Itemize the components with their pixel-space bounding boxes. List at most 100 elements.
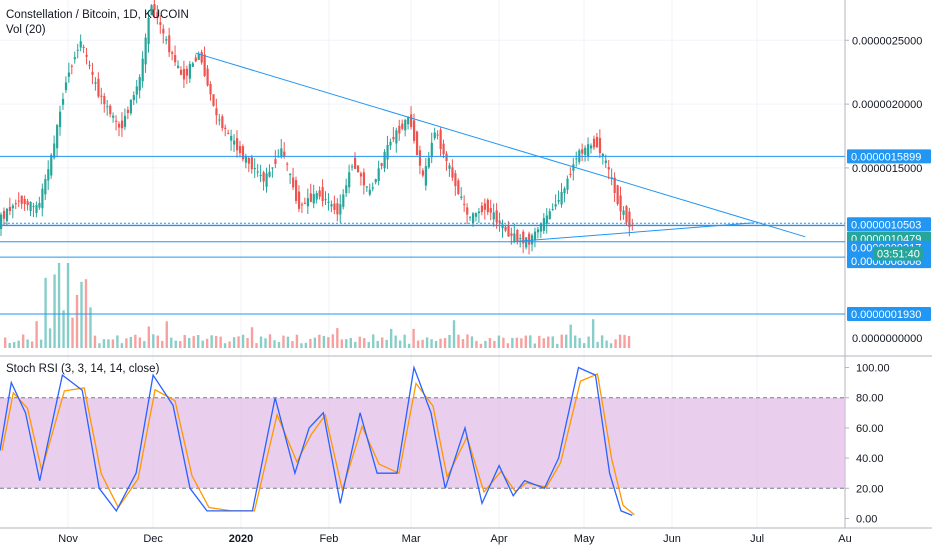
candle-body <box>88 64 91 66</box>
volume-bar <box>179 341 182 348</box>
candle-body <box>247 157 250 164</box>
candle-body <box>274 159 277 164</box>
candle-body <box>150 5 153 16</box>
volume-bar <box>259 336 263 348</box>
candle-body <box>436 134 439 136</box>
volume-bar <box>398 340 402 348</box>
candle-body <box>622 210 625 215</box>
descending-trendline <box>195 52 806 238</box>
candle-body <box>144 37 147 65</box>
volume-bar <box>412 328 415 348</box>
candle-body <box>118 123 121 128</box>
candle-body <box>339 204 342 215</box>
stoch-rsi-legend: Stoch RSI (3, 3, 14, 14, close) <box>6 363 160 375</box>
volume-zero-label: 0.0000000000 <box>852 333 922 345</box>
price-tick-label: 0.0000020000 <box>852 99 922 111</box>
candle-body <box>106 106 109 108</box>
volume-bar <box>26 339 29 348</box>
volume-bar <box>53 274 56 348</box>
volume-bar <box>385 339 388 348</box>
volume-bar <box>479 343 483 348</box>
volume-bar <box>623 334 626 348</box>
volume-bar <box>228 341 231 348</box>
volume-bar <box>161 340 164 348</box>
candle-body <box>262 172 265 182</box>
candle-body <box>182 69 186 80</box>
candle-body <box>221 116 224 129</box>
price-level-tag-label: 0.0000015899 <box>851 151 921 163</box>
volume-bar <box>286 336 290 348</box>
volume-bar <box>210 335 213 348</box>
volume-bar <box>219 336 222 348</box>
candle-body <box>306 198 309 207</box>
volume-bar <box>232 337 236 348</box>
candle-body <box>362 172 366 186</box>
candle-body <box>575 158 578 160</box>
candle-body <box>174 55 177 63</box>
volume-bar <box>551 336 554 348</box>
candle-body <box>82 46 85 48</box>
x-tick-label: Jun <box>663 533 681 545</box>
volume-bar <box>129 336 133 348</box>
volume-bar <box>80 281 83 348</box>
candle-body <box>303 202 307 204</box>
candle-body <box>209 83 212 95</box>
candle-body <box>539 223 543 232</box>
candle-body <box>85 54 88 57</box>
volume-bar <box>443 338 447 348</box>
stoch-tick-label: 20.00 <box>856 483 884 495</box>
candle-body <box>480 205 484 212</box>
candle-body <box>318 190 321 197</box>
stoch-tick-label: 80.00 <box>856 393 884 405</box>
volume-bar <box>93 335 97 348</box>
candle-body <box>572 164 575 171</box>
volume-bar <box>201 340 204 348</box>
candle-body <box>44 178 47 195</box>
x-tick-label: Feb <box>319 533 338 545</box>
volume-bar <box>282 335 285 348</box>
candle-body <box>365 186 368 188</box>
candle-body <box>324 199 327 201</box>
candle-body <box>53 143 56 158</box>
candle-body <box>457 180 460 194</box>
candle-body <box>50 154 53 176</box>
volume-bar <box>618 334 622 348</box>
volume-bar <box>556 343 559 348</box>
candle-body <box>619 195 622 212</box>
volume-bar <box>66 263 70 348</box>
candle-body <box>356 165 360 173</box>
volume-bar <box>313 337 317 348</box>
candle-body <box>348 172 351 188</box>
candle-body <box>439 129 442 150</box>
x-tick-label: May <box>574 533 595 545</box>
candle-body <box>415 131 419 156</box>
volume-bar <box>578 338 581 348</box>
candle-body <box>120 120 124 129</box>
volume-bar <box>116 335 119 348</box>
candle-body <box>516 230 519 241</box>
volume-bar <box>542 338 545 348</box>
candle-body <box>395 130 398 144</box>
stoch-rsi-k-line <box>0 364 633 517</box>
candle-body <box>14 203 17 205</box>
candle-body <box>333 203 336 210</box>
price-tick-label: 0.0000015000 <box>852 163 922 175</box>
volume-bar <box>380 337 384 348</box>
candle-body <box>115 120 118 122</box>
volume-bar <box>466 334 469 348</box>
volume-bar <box>309 338 312 348</box>
candle-body <box>5 208 9 222</box>
volume-bar <box>71 317 74 348</box>
volume-bar <box>12 342 16 348</box>
candle-body <box>542 218 545 231</box>
candle-body <box>159 22 162 25</box>
chart-title: Constellation / Bitcoin, 1D, KUCOIN <box>6 9 189 21</box>
candle-body <box>64 82 68 91</box>
candle-body <box>492 212 495 220</box>
stoch-rsi-band <box>0 397 845 489</box>
candle-body <box>466 207 469 215</box>
volume-bar <box>605 340 608 348</box>
candle-body <box>404 119 407 131</box>
